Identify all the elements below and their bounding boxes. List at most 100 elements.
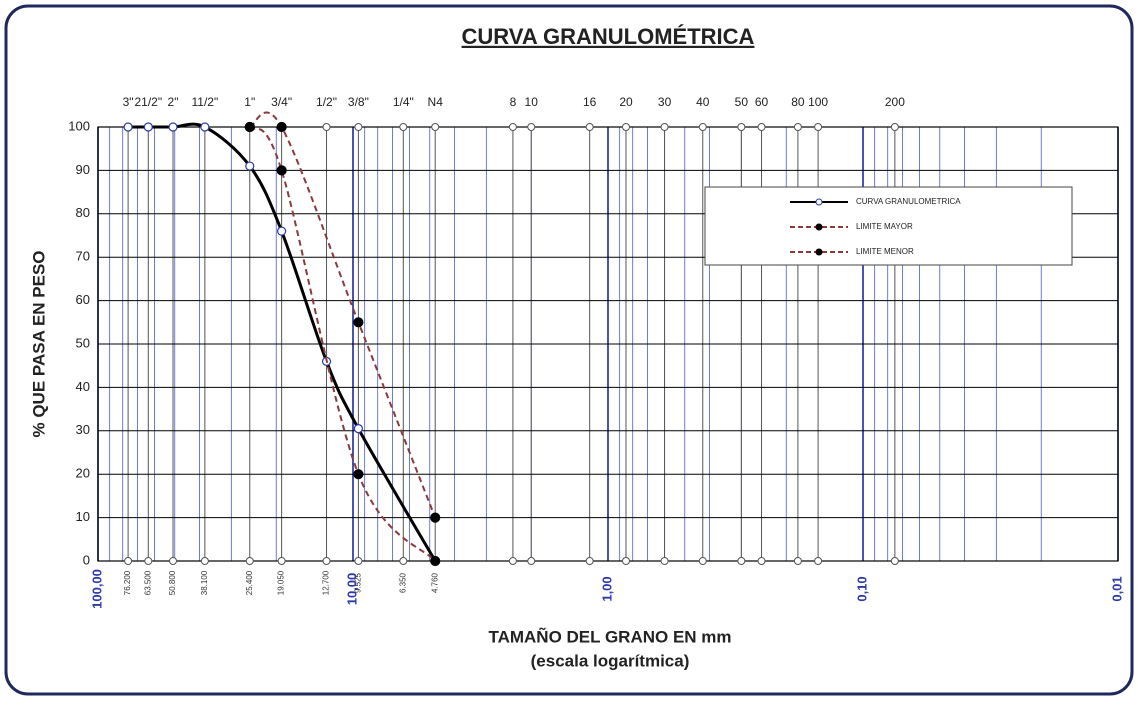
sieve-label: 200	[885, 95, 905, 109]
data-point	[430, 512, 441, 523]
data-point	[353, 469, 364, 480]
sieve-label: 100	[808, 95, 828, 109]
sieve-label: 11/2"	[191, 95, 218, 109]
sieve-label: 1/2"	[316, 95, 337, 109]
sieve-marker	[737, 557, 746, 565]
sieve-marker	[508, 123, 517, 131]
legend-label: LIMITE MAYOR	[856, 222, 913, 231]
size-tick-label: 6.350	[398, 572, 407, 593]
sieve-label: 21/2"	[134, 95, 162, 109]
sieve-marker	[169, 557, 178, 565]
sieve-marker	[814, 123, 823, 131]
sieve-marker	[431, 123, 440, 131]
data-point	[430, 555, 441, 567]
data-point	[244, 121, 255, 133]
sieve-marker	[527, 557, 536, 565]
sieve-label: 1/4"	[393, 95, 414, 109]
y-tick-label: 90	[76, 162, 90, 177]
sieve-marker	[698, 557, 707, 565]
size-tick-label: 9.525	[353, 572, 362, 593]
sieve-marker	[890, 557, 899, 565]
frame	[4, 4, 1134, 696]
y-tick-label: 0	[83, 552, 90, 567]
size-tick-label: 50.800	[168, 570, 177, 595]
size-tick-label: 76.200	[123, 570, 132, 595]
x-tick-label: 10,00	[344, 573, 359, 606]
data-point	[276, 121, 287, 133]
sieve-marker	[508, 557, 517, 565]
sieve-marker	[354, 123, 363, 131]
y-tick-label: 80	[76, 205, 90, 220]
y-tick-label: 20	[76, 466, 90, 481]
sieve-marker	[890, 123, 899, 131]
data-point	[123, 122, 133, 132]
size-tick-label: 38.100	[200, 570, 209, 595]
y-tick-label: 70	[76, 249, 90, 264]
size-tick-label: 25.400	[245, 570, 254, 595]
legend-marker	[815, 248, 823, 256]
sieve-label: 1"	[244, 95, 255, 109]
y-tick-label: 40	[76, 379, 90, 394]
legend-label: LIMITE MENOR	[856, 247, 914, 256]
sieve-marker	[660, 557, 669, 565]
sieve-marker	[660, 123, 669, 131]
x-axis-label: TAMAÑO DEL GRANO EN mm	[488, 626, 731, 646]
y-tick-label: 60	[76, 292, 90, 307]
sieve-marker	[585, 557, 594, 565]
sieve-marker	[757, 123, 766, 131]
x-tick-label: 0,01	[1109, 576, 1124, 601]
data-point	[200, 122, 210, 132]
sieve-marker	[354, 557, 363, 565]
size-tick-label: 63.500	[143, 570, 152, 595]
sieve-label: 50	[735, 95, 749, 109]
legend-box	[704, 186, 1073, 266]
sieve-marker	[814, 557, 823, 565]
sieve-marker	[245, 557, 254, 565]
sieve-marker	[322, 123, 331, 131]
data-point	[353, 424, 363, 434]
y-axis-label: % QUE PASA EN PESO	[29, 250, 48, 437]
sieve-marker	[124, 557, 133, 565]
sieve-marker	[322, 557, 331, 565]
sieve-label: 3/4"	[271, 95, 292, 109]
plot-border	[97, 126, 1119, 562]
data-point	[245, 161, 255, 171]
sieve-marker	[757, 557, 766, 565]
sieve-label: 40	[696, 95, 710, 109]
series-line	[248, 126, 436, 562]
sieve-label: 80	[791, 95, 805, 109]
x-tick-label: 0,10	[854, 576, 869, 601]
sieve-label: 10	[525, 95, 539, 109]
sieve-marker	[793, 557, 802, 565]
sieve-label: 2"	[168, 95, 179, 109]
sieve-marker	[737, 123, 746, 131]
sieve-marker	[527, 123, 536, 131]
y-tick-label: 30	[76, 422, 90, 437]
sieve-marker	[200, 557, 209, 565]
x-axis-note: (escala logarítmica)	[531, 651, 690, 670]
y-tick-label: 100	[68, 118, 90, 133]
legend-marker	[815, 223, 823, 231]
size-tick-label: 19.050	[277, 570, 286, 595]
sieve-label: 8	[510, 95, 517, 109]
sieve-label: 20	[619, 95, 633, 109]
sieve-label: 3/8"	[348, 95, 369, 109]
sieve-label: N4	[428, 95, 444, 109]
sieve-marker	[698, 123, 707, 131]
sieve-marker	[399, 557, 408, 565]
size-tick-label: 12.700	[322, 570, 331, 595]
sieve-label: 30	[658, 95, 672, 109]
chart-title: CURVA GRANULOMÉTRICA	[462, 24, 755, 49]
data-point	[168, 122, 178, 132]
sieve-marker	[793, 123, 802, 131]
sieve-marker	[399, 123, 408, 131]
y-tick-label: 10	[76, 509, 90, 524]
data-point	[143, 122, 153, 132]
sieve-label: 16	[583, 95, 597, 109]
y-tick-label: 50	[76, 335, 90, 350]
data-point	[276, 165, 287, 176]
series-line	[249, 111, 437, 518]
sieve-marker	[621, 123, 630, 131]
sieve-marker	[144, 557, 153, 565]
